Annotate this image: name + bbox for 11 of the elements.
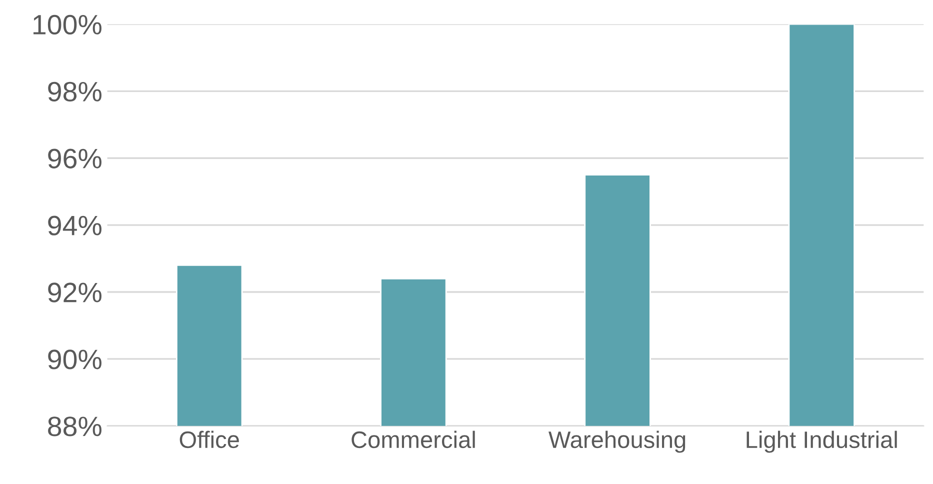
x-tick-label: Commercial — [352, 430, 475, 448]
y-tick-label: 96% — [48, 148, 102, 168]
y-tick-label: 94% — [48, 216, 102, 236]
y-tick-label: 98% — [48, 82, 102, 102]
y-tick-label: 100% — [34, 14, 102, 35]
x-tick-label: Warehousing — [548, 430, 686, 453]
y-tick-label: 92% — [48, 282, 102, 302]
x-tick-label: Light Industrial — [746, 430, 897, 453]
x-tick-label: Office — [180, 430, 239, 448]
y-tick-label: 88% — [48, 416, 102, 436]
y-tick-label: 90% — [48, 350, 102, 370]
